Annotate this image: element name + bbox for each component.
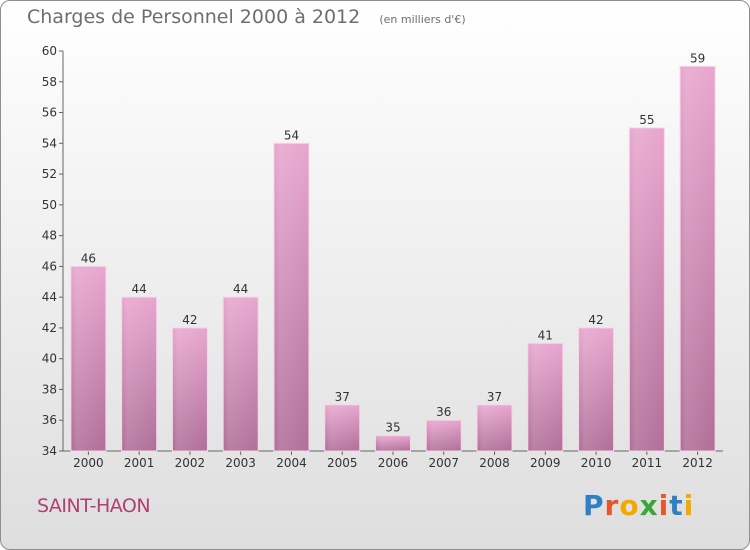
x-tick-label: 2012 bbox=[682, 456, 713, 470]
x-tick-label: 2011 bbox=[632, 456, 663, 470]
bar-value-label: 55 bbox=[639, 113, 654, 127]
logo-letter: i bbox=[683, 489, 695, 522]
bar-value-label: 37 bbox=[487, 390, 502, 404]
bar-value-label: 42 bbox=[182, 313, 197, 327]
logo-letter: x bbox=[639, 489, 659, 522]
bar-highlight bbox=[478, 405, 512, 450]
bar-highlight bbox=[630, 128, 664, 450]
y-tick-label: 40 bbox=[42, 352, 57, 366]
bar-highlight bbox=[528, 344, 562, 450]
bar-value-label: 59 bbox=[690, 51, 705, 65]
commune-name: SAINT-HAON bbox=[37, 495, 151, 517]
y-tick-label: 36 bbox=[42, 413, 57, 427]
bar-series bbox=[70, 65, 716, 452]
y-tick-label: 48 bbox=[42, 229, 57, 243]
bar-value-label: 54 bbox=[284, 128, 299, 142]
logo-letter: t bbox=[669, 489, 684, 522]
bar-value-label: 41 bbox=[538, 328, 553, 342]
bar-highlight bbox=[173, 328, 207, 450]
title-row: Charges de Personnel 2000 à 2012 (en mil… bbox=[27, 6, 466, 28]
y-tick-label: 44 bbox=[42, 290, 57, 304]
x-tick-label: 2007 bbox=[428, 456, 459, 470]
logo-letter: r bbox=[604, 489, 620, 522]
logo-letter: o bbox=[619, 489, 640, 522]
bar-highlight bbox=[427, 421, 461, 450]
x-tick-label: 2002 bbox=[175, 456, 206, 470]
x-tick-label: 2010 bbox=[581, 456, 612, 470]
y-tick-label: 42 bbox=[42, 321, 57, 335]
y-tick-label: 52 bbox=[42, 167, 57, 181]
logo-letter: i bbox=[658, 489, 670, 522]
value-labels: 46 44 42 44 54 37 35 36 37 41 42 55 59 bbox=[81, 51, 706, 434]
bar-value-label: 44 bbox=[132, 282, 147, 296]
bar-highlight bbox=[224, 298, 258, 450]
y-tick-label: 38 bbox=[42, 382, 57, 396]
x-tick-label: 2006 bbox=[378, 456, 409, 470]
bar-highlight bbox=[325, 405, 359, 450]
bar-value-label: 46 bbox=[81, 251, 96, 265]
logo-letter: P bbox=[583, 489, 605, 522]
y-tick-label: 46 bbox=[42, 259, 57, 273]
y-tick-label: 58 bbox=[42, 75, 57, 89]
x-tick-label: 2005 bbox=[327, 456, 358, 470]
bar-highlight bbox=[71, 267, 105, 450]
bar-highlight bbox=[274, 144, 308, 451]
bar-value-label: 42 bbox=[588, 313, 603, 327]
x-tick-label: 2003 bbox=[225, 456, 256, 470]
x-tick-label: 2008 bbox=[479, 456, 510, 470]
y-tick-label: 60 bbox=[42, 44, 57, 58]
y-tick-label: 34 bbox=[42, 444, 57, 458]
y-tick-label: 50 bbox=[42, 198, 57, 212]
proxiti-logo: Proxiti bbox=[583, 489, 694, 522]
y-tick-label: 56 bbox=[42, 106, 57, 120]
chart-subtitle: (en milliers d'€) bbox=[379, 13, 466, 26]
bar-highlight bbox=[681, 67, 715, 450]
y-axis: 34 36 38 40 42 44 46 48 50 52 54 56 58 60 bbox=[42, 44, 64, 458]
bar-highlight bbox=[122, 298, 156, 450]
bar-highlight bbox=[376, 436, 410, 450]
x-axis: 2000 2001 2002 2003 2004 2005 2006 2007 2008 2009… bbox=[63, 450, 723, 470]
bar-highlight bbox=[579, 328, 613, 450]
bar-value-label: 36 bbox=[436, 405, 451, 419]
bar-value-label: 35 bbox=[385, 421, 400, 435]
chart-title: Charges de Personnel 2000 à 2012 bbox=[27, 6, 361, 28]
y-tick-label: 54 bbox=[42, 136, 57, 150]
x-tick-label: 2004 bbox=[276, 456, 307, 470]
x-tick-label: 2009 bbox=[530, 456, 561, 470]
x-tick-label: 2000 bbox=[73, 456, 104, 470]
bar-value-label: 37 bbox=[335, 390, 350, 404]
bar-value-label: 44 bbox=[233, 282, 248, 296]
x-tick-label: 2001 bbox=[124, 456, 155, 470]
